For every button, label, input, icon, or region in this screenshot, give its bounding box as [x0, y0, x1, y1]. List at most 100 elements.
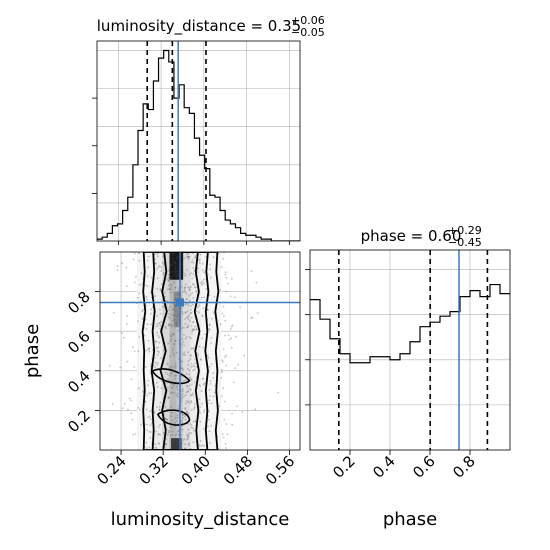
joint-scatter-point: [192, 261, 195, 264]
joint-scatter-point: [226, 282, 229, 285]
joint-scatter-point: [190, 400, 193, 402]
joint-scatter-point: [154, 361, 157, 364]
joint-scatter-point: [220, 266, 223, 268]
joint-scatter-point: [130, 412, 133, 415]
joint-x-ticks: 0.24 0.32 0.40 0.48 0.56: [94, 450, 298, 488]
joint-scatter-point: [229, 295, 232, 298]
joint-scatter-point: [175, 271, 177, 274]
joint-scatter-point: [154, 325, 157, 328]
joint-scatter-point: [193, 381, 196, 384]
joint-scatter-point: [189, 354, 192, 356]
joint-scatter-point: [155, 447, 158, 450]
joint-scatter-point: [126, 315, 128, 317]
joint-scatter-point: [173, 318, 176, 321]
joint-scatter-point: [181, 425, 184, 427]
joint-scatter-point: [174, 365, 177, 368]
joint-scatter-point: [157, 362, 159, 364]
joint-scatter-point: [250, 270, 253, 272]
joint-scatter-point: [165, 418, 168, 420]
joint-scatter-point: [210, 402, 213, 405]
joint-scatter-point: [186, 253, 188, 256]
joint-scatter-point: [167, 276, 170, 279]
joint-scatter-point: [173, 303, 176, 306]
joint-scatter-point: [147, 348, 150, 350]
joint-density-column-0: [152, 252, 163, 450]
joint-scatter-point: [130, 378, 133, 381]
joint-scatter-point: [212, 395, 215, 398]
phase-hist-bar-18: [490, 285, 500, 450]
ld-hist-step-line: [97, 49, 300, 241]
joint-scatter-point: [189, 376, 192, 379]
joint-scatter-point: [189, 312, 192, 315]
joint-density-column-4: [183, 252, 191, 450]
joint-scatter-point: [184, 443, 186, 446]
joint-scatter-point: [190, 285, 192, 288]
joint-scatter-point: [224, 334, 227, 337]
joint-scatter-point: [198, 304, 201, 307]
joint-scatter-point: [200, 281, 202, 284]
ld-hist-bar-10: [148, 110, 153, 241]
joint-scatter-point: [194, 254, 197, 257]
joint-scatter-point: [229, 328, 232, 330]
joint-scatter-point: [210, 342, 212, 344]
joint-scatter-point: [190, 424, 193, 427]
phase-hist-quantile-lines: [337, 250, 489, 450]
joint-scatter-point: [192, 267, 195, 269]
joint-scatter-point: [233, 296, 236, 298]
joint-scatter-point: [183, 379, 186, 382]
joint-scatter-point: [224, 319, 227, 322]
joint-scatter-point: [168, 317, 171, 320]
joint-scatter-point: [133, 350, 136, 353]
joint-scatter-point: [201, 283, 203, 285]
joint-scatter-point: [184, 286, 186, 289]
joint-scatter-point: [224, 443, 227, 445]
joint-scatter-point: [160, 387, 163, 390]
joint-scatter-point: [185, 293, 188, 295]
joint-scatter-point: [221, 359, 224, 361]
joint-scatter-point: [187, 315, 190, 318]
joint-scatter-point: [133, 366, 136, 368]
joint-scatter-point: [187, 351, 190, 353]
joint-scatter-point: [210, 424, 213, 427]
joint-contour-inner: [159, 252, 201, 450]
joint-scatter-point: [149, 424, 152, 426]
ld-hist-bar-22: [210, 195, 215, 241]
joint-scatter-point: [174, 362, 177, 365]
joint-scatter-point: [207, 356, 210, 359]
joint-contour-outer: [141, 252, 220, 450]
joint-scatter-point: [207, 327, 210, 330]
joint-scatter-point: [154, 357, 156, 359]
joint-scatter-point: [165, 443, 168, 445]
joint-scatter-point: [159, 423, 161, 426]
joint-scatter-point: [199, 405, 201, 408]
joint-scatter-point: [171, 387, 174, 389]
joint-scatter-point: [174, 298, 177, 301]
joint-scatter-point: [173, 374, 176, 377]
joint-scatter-point: [184, 379, 187, 382]
joint-scatter-point: [171, 440, 174, 442]
joint-scatter-point: [184, 283, 187, 286]
joint-scatter-point: [202, 377, 205, 380]
joint-scatter-point: [188, 289, 191, 292]
joint-scatter-point: [172, 308, 174, 310]
x-axis-label-luminosity-distance: luminosity_distance: [111, 509, 290, 530]
joint-scatter-point: [147, 339, 150, 342]
joint-scatter-point: [146, 275, 149, 277]
joint-scatter-point: [130, 399, 133, 402]
y-axis-label-phase: phase: [22, 324, 43, 378]
joint-scatter-point: [194, 403, 196, 405]
joint-scatter-point: [207, 309, 209, 311]
joint-scatter-point: [192, 321, 195, 323]
joint-scatter-point: [200, 359, 203, 361]
joint-scatter-point: [188, 432, 191, 434]
ld-title-main: luminosity_distance = 0.35: [97, 17, 301, 36]
joint-scatter-point: [234, 335, 237, 338]
joint-scatter-point: [168, 324, 171, 327]
joint-scatter-point: [207, 425, 209, 428]
joint-scatter-point: [202, 444, 204, 447]
joint-scatter-point: [156, 385, 159, 388]
ld-hist-bar-30: [251, 235, 256, 241]
phase-hist-bar-1: [320, 319, 330, 450]
phase-x-tick-label-2: 0.6: [409, 452, 439, 482]
joint-scatter-point: [168, 277, 171, 279]
